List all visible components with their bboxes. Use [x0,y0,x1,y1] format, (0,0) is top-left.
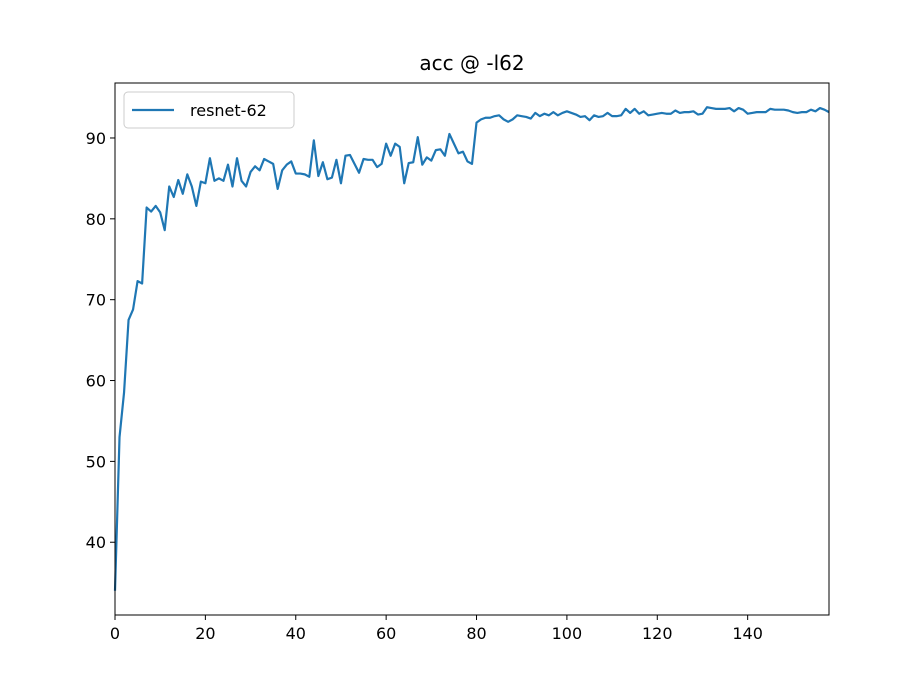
x-tick-label: 20 [195,624,215,643]
plot-frame [114,82,830,616]
series-line-resnet-62 [113,106,830,591]
x-tick-label: 60 [376,624,396,643]
series-layer [113,106,830,591]
x-tick-label: 0 [110,624,120,643]
x-tick-label: 100 [552,624,583,643]
legend: resnet-62 [123,91,295,129]
x-tick-label: 120 [642,624,673,643]
x-tick-label: 80 [466,624,486,643]
legend-label: resnet-62 [190,101,267,120]
chart-title: acc @ -l62 [419,51,524,75]
y-tick-label: 60 [86,372,106,391]
x-tick-label: 140 [732,624,763,643]
x-tick-label: 40 [286,624,306,643]
y-tick-label: 80 [86,210,106,229]
y-tick-label: 70 [86,291,106,310]
y-tick-label: 90 [86,129,106,148]
axes: 0 20 40 60 80 100 120 140 40 50 60 70 80 90 [86,129,763,643]
y-tick-label: 50 [86,452,106,471]
y-tick-label: 40 [86,533,106,552]
legend-box [123,91,295,129]
